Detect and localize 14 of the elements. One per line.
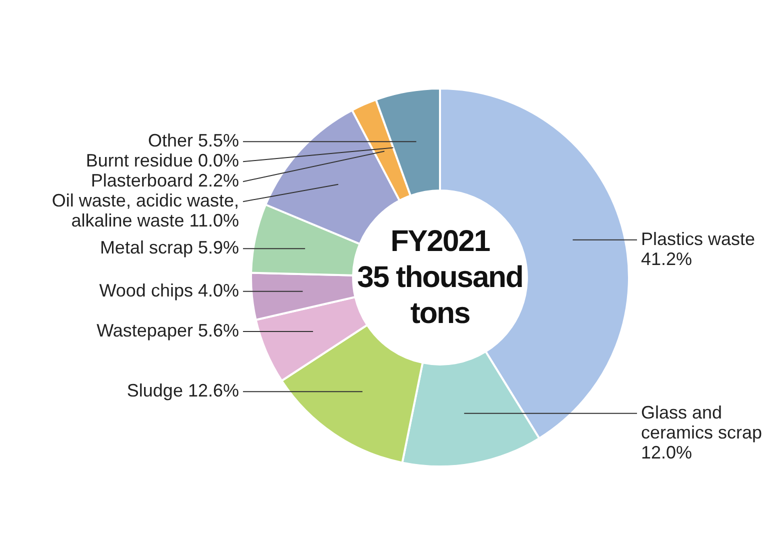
slice-label: Glass and ceramics scrap (641, 402, 762, 442)
slice-label: Sludge 12.6% (126, 380, 239, 401)
slice-label: Metal scrap 5.9% (100, 238, 239, 258)
text: FY2021 (389, 224, 491, 260)
slice-label: Wood chips 4.0% (99, 280, 239, 300)
text: 35 thousand tons (356, 260, 524, 332)
slice-label: Plastics waste (641, 228, 756, 249)
data-label: 41.2% (641, 248, 692, 269)
category-label: Burnt residue 0.0% (86, 150, 239, 171)
slice-label: Plasterboard 2.2% (90, 170, 239, 191)
slice-label: Oil waste, acidic waste, alkaline waste 11.0% (52, 190, 239, 231)
data-label: 12.0% (641, 442, 692, 462)
slice-label: Other 5.5% (148, 130, 239, 151)
slice-label: Wastepaper 5.6% (96, 320, 239, 340)
